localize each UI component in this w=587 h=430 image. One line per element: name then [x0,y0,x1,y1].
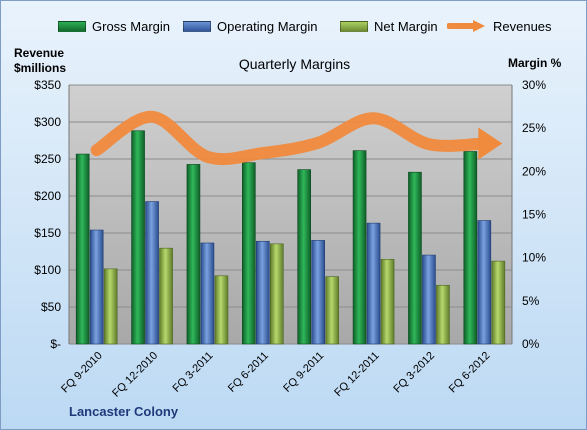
left-axis-title: Revenue $millions [14,46,66,76]
gross-margin-bar [463,151,478,345]
left-tick-label: $50 [41,300,61,314]
net-margin-bar [270,243,284,345]
legend: Gross Margin Operating Margin Net Margin… [1,15,586,37]
left-axis-title-line2: $millions [14,61,67,75]
right-axis-title: Margin % [508,56,562,70]
right-tick-label: 5% [522,294,540,308]
right-tick-label: 20% [522,164,546,178]
legend-item-revenues: Revenues [447,15,552,37]
x-tick-label: FQ 12-2011 [332,350,381,399]
gross-margin-bar [297,169,311,345]
left-tick-label: $150 [34,226,61,240]
right-tick-label: 25% [522,121,546,135]
legend-swatch-net-margin [340,20,368,32]
left-axis-title-line1: Revenue [14,46,65,60]
right-tick-label: 30% [522,78,546,92]
company-label: Lancaster Colony [69,404,179,419]
gross-margin-bar [242,162,256,345]
net-margin-bar [436,284,450,345]
gross-margin-bar [352,150,367,345]
right-tick-label: 0% [522,337,540,351]
revenue-line [90,110,503,166]
x-axis-ticks: FQ 9-2010 FQ 12-2010 FQ 3-2011 FQ 6-2011 FQ … [59,350,492,400]
legend-label-operating-margin: Operating Margin [217,18,318,34]
x-tick-label: FQ 9-2011 [281,350,326,395]
x-tick-label: FQ 3-2011 [170,350,215,395]
right-tick-label: 10% [522,251,546,265]
x-tick-label: FQ 9-2010 [59,350,105,396]
operating-margin-bar [256,240,270,345]
operating-margin-bar [311,240,325,345]
left-tick-label: $250 [34,152,61,166]
net-margin-bar [103,268,118,345]
x-tick-label: FQ 6-2012 [447,350,493,396]
revenue-arrowhead-icon [478,127,503,160]
legend-item-gross-margin: Gross Margin [58,15,170,37]
x-tick-label: FQ 12-2010 [110,350,160,400]
x-tick-label: FQ 3-2012 [391,350,437,396]
operating-margin-bar [366,222,381,345]
right-tick-label: 15% [522,208,546,222]
gross-margin-bar [186,164,201,345]
net-margin-bar [214,275,229,345]
net-margin-bar [325,276,339,345]
legend-swatch-gross-margin [58,20,86,32]
left-axis-ticks: $- $50 $100 $150 $200 $250 $300 $350 [34,78,61,351]
revenue-line-path [90,110,491,166]
gross-margin-bar [131,130,145,345]
gross-margin-bar [408,171,422,345]
operating-margin-bar [200,242,215,345]
x-tick-label: FQ 6-2011 [226,350,271,395]
operating-margin-bar [477,220,492,345]
legend-item-operating-margin: Operating Margin [183,15,317,37]
left-tick-label: $350 [34,78,61,92]
operating-margin-bar [145,201,159,345]
bars [75,130,506,345]
net-margin-bar [380,259,395,345]
operating-margin-bar [422,254,436,345]
left-tick-label: $- [50,337,61,351]
legend-arrow-icon [447,20,485,32]
left-tick-label: $300 [34,115,61,129]
net-margin-bar [159,247,173,345]
legend-label-gross-margin: Gross Margin [92,18,171,34]
right-axis-ticks: 0% 5% 10% 15% 20% 25% 30% [522,78,546,351]
gross-margin-bar [75,153,90,345]
net-margin-bar [491,260,506,345]
chart-title: Quarterly Margins [238,56,351,72]
legend-swatch-operating-margin [183,20,211,32]
legend-item-net-margin: Net Margin [340,15,438,37]
left-tick-label: $100 [34,263,61,277]
legend-label-revenues: Revenues [493,18,552,34]
operating-margin-bar [89,229,104,345]
left-tick-label: $200 [34,189,61,203]
legend-label-net-margin: Net Margin [374,18,438,34]
